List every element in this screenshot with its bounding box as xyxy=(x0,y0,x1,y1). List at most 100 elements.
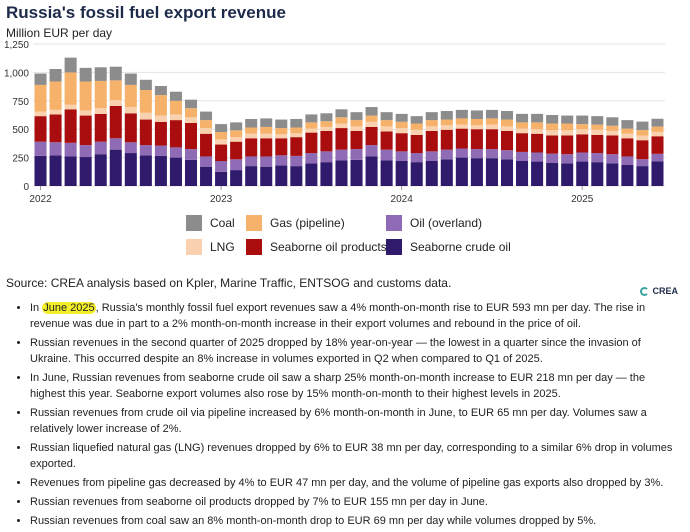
bar-segment-seaborne-crude xyxy=(79,157,92,186)
summary-bullet: Russian liquefied natural gas (LNG) reve… xyxy=(30,440,680,472)
bar-segment-seaborne-crude xyxy=(49,155,62,186)
bar-segment-oil-overland xyxy=(290,155,303,167)
bar-segment-lng xyxy=(260,133,273,139)
bar-segment-coal xyxy=(500,111,514,120)
bar-segment-gas-pipeline xyxy=(410,123,423,130)
legend-label: Coal xyxy=(210,216,235,230)
bar-segment-coal xyxy=(440,111,453,120)
bar-segment-seaborne-crude xyxy=(576,161,589,186)
bar-segment-oil-overland xyxy=(64,142,77,157)
highlighted-date: June 2025 xyxy=(42,302,96,314)
bar-segment-seaborne-crude xyxy=(109,149,122,186)
bar-segment-seaborne-oil-products xyxy=(380,131,393,150)
crea-logo: CREA xyxy=(640,286,678,296)
bar-segment-lng xyxy=(245,133,258,139)
bar-segment-coal xyxy=(184,99,198,109)
bar-segment-oil-overland xyxy=(350,149,363,160)
bar-segment-seaborne-oil-products xyxy=(290,137,303,156)
bar-segment-seaborne-crude xyxy=(230,170,243,186)
bar-segment-oil-overland xyxy=(154,145,167,156)
bar-segment-seaborne-crude xyxy=(335,160,348,186)
bar-segment-seaborne-crude xyxy=(290,166,303,186)
bar-segment-oil-overland xyxy=(305,153,318,164)
bar-segment-seaborne-crude xyxy=(350,159,363,186)
bar-segment-coal xyxy=(651,118,664,127)
summary-bullet: Russian revenues from seaborne oil produ… xyxy=(30,494,680,510)
bar-segment-seaborne-oil-products xyxy=(395,133,408,152)
bar-segment-gas-pipeline xyxy=(79,81,92,111)
bar-segment-lng xyxy=(94,108,107,114)
x-tick-label: 2023 xyxy=(210,194,233,205)
x-tick-label: 2022 xyxy=(29,194,52,205)
bar-segment-oil-overland xyxy=(440,149,453,160)
bar-segment-lng xyxy=(275,134,288,139)
y-tick-label: 500 xyxy=(12,125,29,136)
bar-segment-lng xyxy=(516,128,529,134)
bar-segment-oil-overland xyxy=(576,152,589,162)
bar-segment-coal xyxy=(365,107,378,116)
bar-segment-coal xyxy=(290,118,303,128)
source-note: Source: CREA analysis based on Kpler, Ma… xyxy=(6,276,452,290)
bar-segment-seaborne-crude xyxy=(305,163,318,186)
bar-segment-lng xyxy=(169,114,182,121)
legend-item-seaborne-crude: Seaborne crude oil xyxy=(386,239,511,255)
bar-segment-lng xyxy=(425,126,438,131)
bar-segment-seaborne-oil-products xyxy=(500,130,514,151)
bar-segment-oil-overland xyxy=(591,153,604,163)
bar-segment-seaborne-oil-products xyxy=(260,138,273,157)
bar-segment-lng xyxy=(531,129,544,134)
bar-segment-lng xyxy=(184,117,198,123)
bar-segment-oil-overland xyxy=(320,151,333,163)
bar-segment-seaborne-oil-products xyxy=(275,138,288,156)
legend-item-lng: LNG xyxy=(186,239,235,255)
bar-segment-lng xyxy=(576,129,589,135)
bar-segment-coal xyxy=(64,57,77,73)
bar-segment-seaborne-oil-products xyxy=(335,128,348,150)
bar-segment-coal xyxy=(410,116,423,124)
x-tick-label: 2024 xyxy=(391,194,414,205)
bar-segment-lng xyxy=(79,110,92,116)
bar-segment-gas-pipeline xyxy=(470,118,483,126)
bar-segment-coal xyxy=(350,112,363,121)
bar-segment-seaborne-crude xyxy=(591,162,604,186)
bar-segment-gas-pipeline xyxy=(169,100,182,115)
bar-segment-coal xyxy=(636,121,649,131)
bar-segment-lng xyxy=(500,126,514,131)
chart-legend: Coal Gas (pipeline) Oil (overland) LNG Seabo… xyxy=(186,215,546,260)
bar-segment-seaborne-oil-products xyxy=(410,134,423,154)
bar-segment-seaborne-crude xyxy=(184,159,198,186)
bar-segment-gas-pipeline xyxy=(485,118,498,125)
summary-bullet: Revenues from pipeline gas decreased by … xyxy=(30,475,680,491)
legend-item-gas-pipeline: Gas (pipeline) xyxy=(246,215,345,231)
y-tick-label: 750 xyxy=(12,97,29,108)
bar-segment-lng xyxy=(64,104,77,110)
bar-segment-lng xyxy=(320,126,333,131)
bar-segment-gas-pipeline xyxy=(440,119,453,126)
bar-segment-oil-overland xyxy=(485,149,498,159)
bar-segment-lng xyxy=(621,133,634,139)
crea-logo-icon xyxy=(640,286,650,296)
bar-segment-seaborne-oil-products xyxy=(154,121,167,146)
bar-segment-gas-pipeline xyxy=(500,119,514,127)
y-tick-label: 1,000 xyxy=(4,68,29,79)
bar-segment-seaborne-oil-products xyxy=(139,119,152,146)
bar-segment-oil-overland xyxy=(395,151,408,162)
bar-segment-oil-overland xyxy=(365,145,378,157)
bar-segment-oil-overland xyxy=(94,141,107,155)
bar-segment-gas-pipeline xyxy=(455,118,468,125)
legend-swatch xyxy=(386,215,402,231)
bar-segment-seaborne-oil-products xyxy=(200,133,213,157)
bar-segment-coal xyxy=(79,67,92,82)
bar-segment-gas-pipeline xyxy=(546,123,559,131)
bar-segment-oil-overland xyxy=(380,149,393,161)
bar-segment-oil-overland xyxy=(215,161,228,172)
bar-segment-seaborne-crude xyxy=(500,159,514,186)
bar-segment-oil-overland xyxy=(470,149,483,159)
legend-swatch xyxy=(186,215,202,231)
bar-segment-gas-pipeline xyxy=(621,128,634,134)
bar-segment-coal xyxy=(516,113,529,123)
bar-segment-oil-overland xyxy=(606,154,619,164)
bar-segment-lng xyxy=(651,131,664,137)
y-tick-label: 1,250 xyxy=(4,40,29,51)
bar-segment-seaborne-oil-products xyxy=(34,116,47,142)
